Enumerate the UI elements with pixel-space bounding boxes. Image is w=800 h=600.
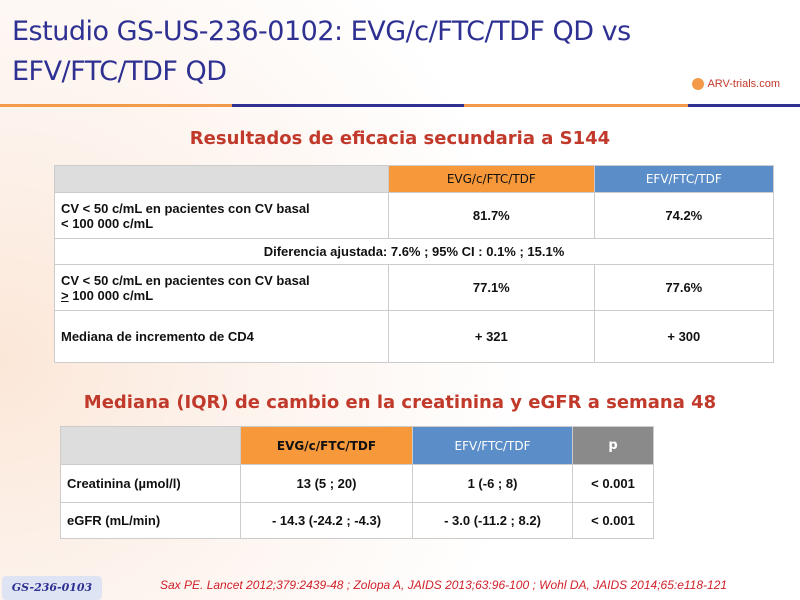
header-p: p: [572, 426, 654, 465]
cell: + 321: [388, 310, 595, 363]
label-line: < 100 000 c/mL: [61, 215, 154, 231]
cell: 13 (5 ; 20): [240, 464, 413, 503]
row-label: Mediana de incremento de CD4: [54, 310, 389, 363]
slide-title: Estudio GS-US-236-0102: EVG/c/FTC/TDF QD…: [12, 16, 631, 87]
renal-table: EVG/c/FTC/TDF EFV/FTC/TDF p Creatinina (µm…: [60, 426, 654, 539]
section2-heading: Mediana (IQR) de cambio en la creatinina…: [83, 392, 717, 413]
cell: - 3.0 (-11.2 ; 8.2): [412, 502, 573, 539]
cell: < 0.001: [572, 464, 654, 503]
cell: 77.6%: [593, 264, 775, 311]
arv-trials-logo: ARV-trials.com: [692, 78, 780, 90]
ge-symbol: >: [61, 287, 69, 303]
header-efv: EFV/FTC/TDF: [593, 165, 775, 193]
header-efv: EFV/FTC/TDF: [412, 426, 573, 465]
cell: - 14.3 (-24.2 ; -4.3): [240, 502, 413, 539]
adjusted-difference: Diferencia ajustada: 7.6% ; 95% CI : 0.1…: [54, 238, 774, 265]
header-blank: [54, 165, 389, 193]
header-evg: EVG/c/FTC/TDF: [240, 426, 413, 465]
header-evg: EVG/c/FTC/TDF: [388, 165, 595, 193]
logo-text: ARV-trials.com: [707, 78, 780, 90]
cell: 81.7%: [388, 192, 595, 239]
row-label: Creatinina (µmol/l): [60, 464, 241, 503]
study-badge: GS-236-0103: [2, 576, 102, 600]
label-line: CV < 50 c/mL en pacientes con CV basal: [61, 272, 310, 288]
title-divider: [0, 104, 800, 107]
logo-icon: [692, 78, 705, 90]
section1-heading: Resultados de eficacia secundaria a S144: [189, 128, 611, 149]
label-line: 100 000 c/mL: [68, 287, 154, 303]
references: Sax PE. Lancet 2012;379:2439-48 ; Zolopa…: [160, 578, 728, 592]
row-label: eGFR (mL/min): [60, 502, 241, 539]
efficacy-table: EVG/c/FTC/TDF EFV/FTC/TDF CV < 50 c/mL en…: [54, 165, 775, 363]
header-blank: [60, 426, 241, 465]
cell: + 300: [593, 310, 775, 363]
row-label: CV < 50 c/mL en pacientes con CV basal < …: [54, 192, 389, 239]
cell: 74.2%: [593, 192, 775, 239]
row-label: CV < 50 c/mL en pacientes con CV basal > …: [54, 264, 389, 311]
cell: < 0.001: [572, 502, 654, 539]
label-line: CV < 50 c/mL en pacientes con CV basal: [61, 200, 310, 216]
cell: 1 (-6 ; 8): [412, 464, 573, 503]
cell: 77.1%: [388, 264, 595, 311]
